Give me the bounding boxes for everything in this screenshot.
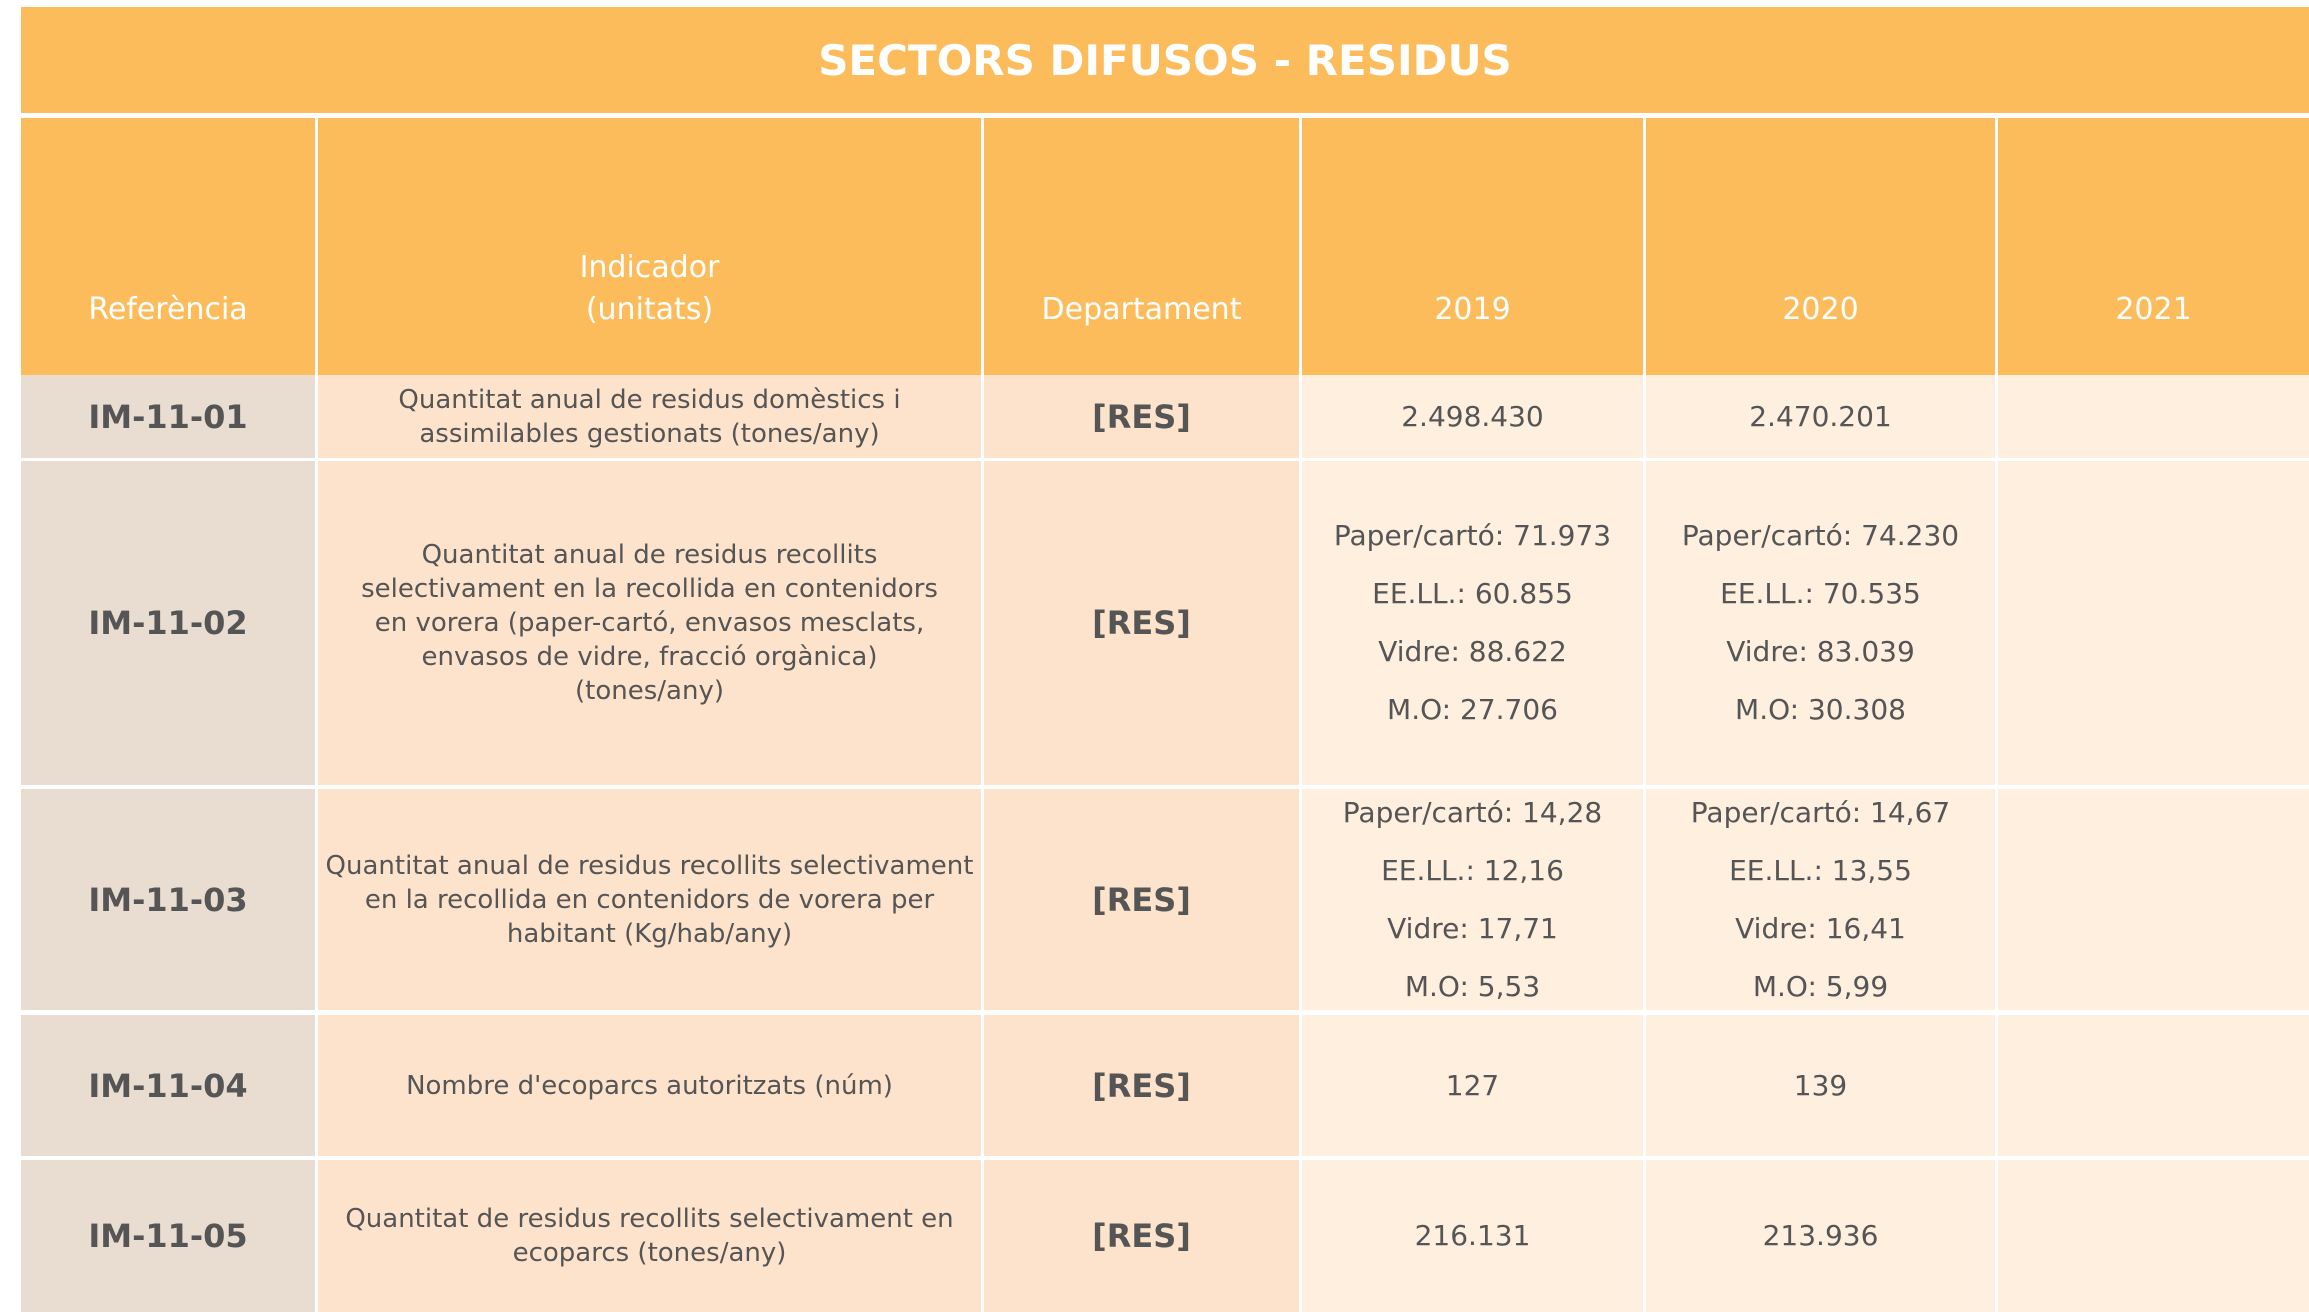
value-line: Paper/cartó: 14,67 [1690,795,1951,829]
value-cell: Paper/cartó: 14,28 EE.LL.: 12,16 Vidre: 17… [1302,789,1643,1010]
value-line: 127 [1445,1068,1500,1102]
value-cell: 127 [1302,1015,1643,1156]
reference-cell: IM-11-02 [21,461,315,785]
header-label: Departament [1041,292,1242,327]
department-cell: [RES] [984,789,1299,1010]
header-label: (unitats) [585,292,714,327]
department: [RES] [1092,880,1191,919]
reference: IM-11-01 [88,397,248,436]
indicator-cell: Quantitat de residus recollits selectiva… [318,1160,981,1312]
department-cell: [RES] [984,1160,1299,1312]
indicator-line: en la recollida en contenidors de vorera… [364,884,935,915]
title: SECTORS DIFUSOS - RESIDUS [21,7,2309,113]
indicator-line: envasos de vidre, fracció orgànica) [421,642,878,672]
value-cell: 216.131 [1302,1160,1643,1312]
empty-cell [1998,1160,2309,1312]
value-line: M.O: 27.706 [1387,693,1558,726]
header-label: 2019 [1434,292,1511,327]
reference: IM-11-03 [88,880,248,919]
indicator-cell: Quantitat anual de residus recollits sele… [318,461,981,785]
value-cell: 2.498.430 [1302,375,1643,458]
value-line: Vidre: 17,71 [1387,911,1558,945]
department: [RES] [1092,1066,1191,1105]
value-cell: Paper/cartó: 14,67 EE.LL.: 13,55 Vidre: 16… [1646,789,1995,1010]
department: [RES] [1092,397,1191,436]
indicator-line: Quantitat anual de residus recollits [421,540,878,570]
reference-cell: IM-11-03 [21,789,315,1010]
indicator-line: Quantitat de residus recollits selectiva… [345,1204,954,1234]
empty-cell [1998,375,2309,458]
indicator-line: Quantitat anual de residus domèstics i [398,384,901,415]
value-line: EE.LL.: 60.855 [1372,577,1573,610]
header-cell: 2021 [1998,118,2309,375]
value-line: Vidre: 88.622 [1378,635,1567,668]
value-line: M.O: 5,53 [1404,969,1541,1003]
empty-cell [1998,1015,2309,1156]
department: [RES] [1092,604,1191,642]
value-cell: 2.470.201 [1646,375,1995,458]
reference-cell: IM-11-05 [21,1160,315,1312]
indicator-cell: Quantitat anual de residus recollits sel… [318,789,981,1010]
value-line: Paper/cartó: 71.973 [1333,519,1612,552]
department-cell: [RES] [984,375,1299,458]
value-line: Paper/cartó: 74.230 [1681,519,1960,552]
value-cell: Paper/cartó: 74.230 EE.LL.: 70.535 Vidre: … [1646,461,1995,785]
reference-cell: IM-11-01 [21,375,315,458]
value-line: Paper/cartó: 14,28 [1342,795,1603,829]
empty-cell [1998,461,2309,785]
value-line: EE.LL.: 13,55 [1729,853,1912,887]
reference: IM-11-04 [88,1066,248,1105]
indicator-line: en vorera (paper-cartó, envasos mesclats… [374,608,925,638]
header-cell: 2019 [1302,118,1643,375]
value-line: 2.470.201 [1749,399,1892,433]
header-cell: 2020 [1646,118,1995,375]
indicator-cell: Quantitat anual de residus domèstics i as… [318,375,981,458]
reference: IM-11-05 [88,1217,248,1255]
header-cell: Departament [984,118,1299,375]
header-label: Referència [88,292,248,327]
indicator-line: Nombre d'ecoparcs autoritzats (núm) [406,1070,893,1101]
value-cell: 139 [1646,1015,1995,1156]
header-label: 2021 [2115,292,2192,327]
indicator-cell: Nombre d'ecoparcs autoritzats (núm) [318,1015,981,1156]
indicator-line: ecoparcs (tones/any) [512,1238,787,1268]
indicator-line: habitant (Kg/hab/any) [506,918,793,949]
value-line: M.O: 30.308 [1735,693,1906,726]
reference-cell: IM-11-04 [21,1015,315,1156]
empty-cell [1998,789,2309,1010]
value-line: EE.LL.: 12,16 [1381,853,1564,887]
indicator-line: Quantitat anual de residus recollits sel… [325,850,974,881]
value-line: 216.131 [1414,1219,1531,1252]
value-line: 2.498.430 [1401,399,1544,433]
reference: IM-11-02 [88,604,248,642]
value-cell: 213.936 [1646,1160,1995,1312]
header-cell: Referència [21,118,315,375]
value-line: 139 [1793,1068,1848,1102]
value-line: EE.LL.: 70.535 [1720,577,1921,610]
header-label: Indicador [579,250,720,285]
indicator-line: (tones/any) [575,676,724,706]
value-cell: Paper/cartó: 71.973 EE.LL.: 60.855 Vidre: … [1302,461,1643,785]
department: [RES] [1092,1217,1191,1255]
value-line: Vidre: 16,41 [1735,911,1906,945]
department-cell: [RES] [984,461,1299,785]
value-line: M.O: 5,99 [1752,969,1889,1003]
header-cell: Indicador (unitats) [318,118,981,375]
header-label: 2020 [1782,292,1859,327]
department-cell: [RES] [984,1015,1299,1156]
indicator-line: assimilables gestionats (tones/any) [419,418,880,449]
value-line: Vidre: 83.039 [1726,635,1915,668]
value-line: 213.936 [1762,1219,1879,1252]
indicator-line: selectivament en la recollida en conteni… [361,574,938,604]
